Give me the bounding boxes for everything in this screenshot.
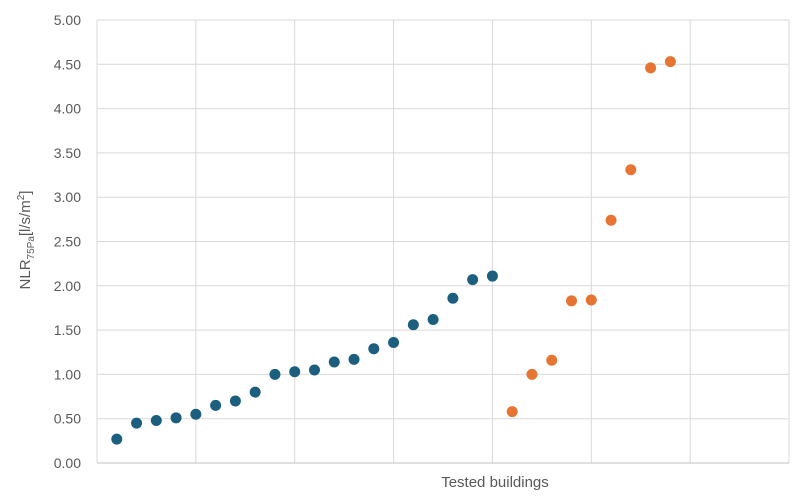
series-1-point <box>190 408 202 420</box>
series-1-point <box>131 417 143 429</box>
y-tick-label: 4.00 <box>54 101 81 117</box>
series-2-point <box>506 406 518 418</box>
series-1-point <box>111 433 123 445</box>
series-1-point <box>407 319 419 331</box>
series-2-point <box>645 62 657 74</box>
y-axis-label-unit-close: ] <box>17 191 34 195</box>
series-2-point <box>546 354 558 366</box>
y-axis-label-subscript: 75Pa <box>26 236 37 260</box>
y-tick-label: 5.00 <box>54 12 81 28</box>
series-1-point <box>467 274 479 286</box>
y-tick-labels: 0.00 0.50 1.00 1.50 2.00 2.50 3.00 3.50 4.00 4.50… <box>54 12 81 471</box>
series-2-point <box>605 214 617 226</box>
series-1-point <box>269 368 281 380</box>
series-1-point <box>388 337 400 349</box>
series-1-point <box>210 399 222 411</box>
y-tick-label: 0.00 <box>54 455 81 471</box>
x-axis-label: Tested buildings <box>441 474 549 491</box>
y-axis-label: NLR75Pa[l/s/m2] <box>16 191 37 290</box>
y-tick-label: 4.50 <box>54 56 81 72</box>
series-2-point <box>664 56 676 68</box>
axes <box>96 20 789 464</box>
series-1-point <box>486 270 498 282</box>
series-1-point <box>229 395 241 407</box>
y-axis-label-unit: [l/s/m <box>17 200 34 236</box>
series-2-point <box>526 368 538 380</box>
y-tick-label: 2.00 <box>54 278 81 294</box>
y-tick-label: 1.00 <box>54 366 81 382</box>
series-2-point <box>625 164 637 176</box>
series-1-point <box>348 353 360 365</box>
y-axis-label-main: NLR <box>17 259 34 289</box>
data-points <box>111 56 676 445</box>
series-1-point <box>328 356 340 368</box>
series-2-point <box>566 295 578 307</box>
y-tick-label: 3.50 <box>54 145 81 161</box>
y-tick-label: 3.00 <box>54 189 81 205</box>
series-1-point <box>170 412 182 424</box>
y-tick-label: 2.50 <box>54 234 81 250</box>
y-tick-label: 0.50 <box>54 411 81 427</box>
series-1-point <box>249 386 261 398</box>
series-1-point <box>427 313 439 325</box>
series-1-point <box>150 414 162 426</box>
series-1-point <box>289 366 301 378</box>
series-1-point <box>447 292 459 304</box>
series-1-point <box>368 343 380 355</box>
y-axis-label-unit-exponent: 2 <box>16 194 27 200</box>
series-1-point <box>308 364 320 376</box>
y-tick-label: 1.50 <box>54 322 81 338</box>
grid <box>97 19 790 463</box>
series-2-point <box>585 294 597 306</box>
